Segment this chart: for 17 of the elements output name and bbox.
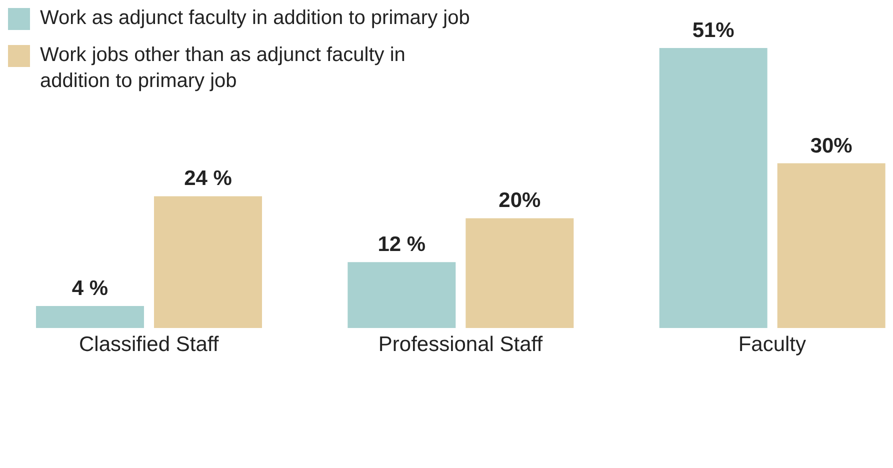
data-label: 51% [692,19,735,42]
data-label: 20% [498,189,542,212]
data-label: 4 % [72,277,108,300]
bar [466,218,574,328]
bar [36,306,144,328]
data-label: 12 % [378,233,426,256]
x-tick-label: Classified Staff [78,332,219,356]
bar [777,163,886,328]
legend-label: Work as adjunct faculty in addition to primary job [40,6,470,31]
x-tick-label: Professional Staff [378,332,543,356]
bar [154,196,262,328]
legend-label: Work jobs other than as adjunct faculty in addition to primary job [40,43,406,94]
data-label: 24 % [184,167,232,190]
bar [348,262,456,328]
bar [659,48,768,328]
data-label: 30% [810,134,853,158]
x-tick-label: Faculty [738,332,807,356]
